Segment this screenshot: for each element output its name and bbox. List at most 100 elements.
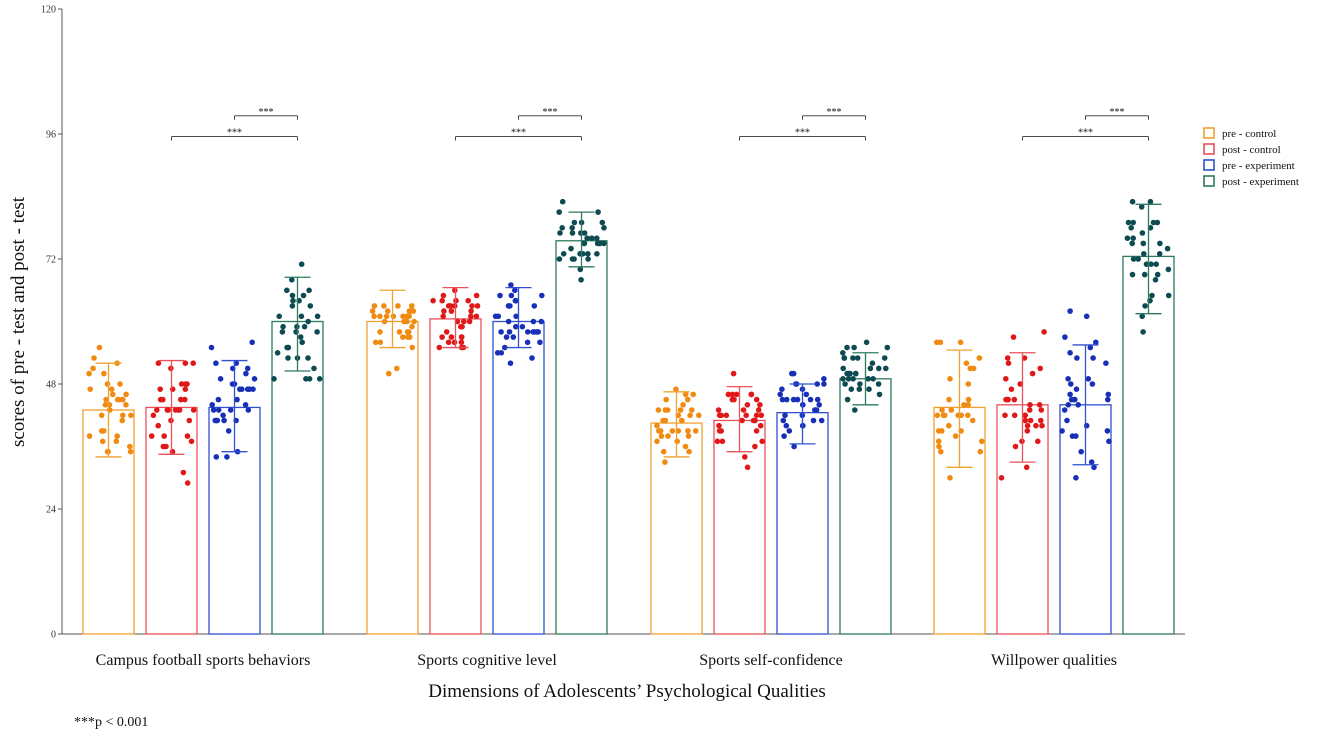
data-point bbox=[1011, 396, 1018, 403]
bar bbox=[555, 240, 608, 635]
data-point bbox=[685, 428, 691, 434]
data-point bbox=[963, 360, 970, 367]
data-point bbox=[506, 329, 513, 335]
data-point bbox=[381, 303, 387, 309]
data-point bbox=[1156, 251, 1163, 257]
data-point bbox=[155, 422, 161, 429]
data-point bbox=[297, 334, 304, 340]
data-point bbox=[473, 292, 480, 299]
data-point bbox=[696, 412, 702, 419]
data-point bbox=[86, 370, 92, 377]
data-point bbox=[225, 428, 232, 434]
data-point bbox=[569, 230, 576, 236]
data-point bbox=[276, 313, 283, 320]
data-point bbox=[865, 376, 871, 382]
data-point bbox=[692, 428, 699, 434]
data-point bbox=[458, 339, 465, 346]
data-point bbox=[748, 391, 755, 398]
data-point bbox=[840, 365, 846, 372]
data-point bbox=[786, 428, 793, 434]
data-point bbox=[114, 433, 120, 439]
data-point bbox=[300, 292, 307, 299]
data-point bbox=[113, 438, 120, 445]
data-point bbox=[381, 318, 388, 325]
data-point bbox=[178, 396, 184, 403]
data-point bbox=[289, 292, 296, 299]
data-point bbox=[863, 339, 870, 346]
data-point bbox=[505, 318, 512, 325]
data-point bbox=[729, 391, 736, 398]
data-point bbox=[742, 454, 748, 460]
data-point bbox=[1087, 344, 1094, 351]
significance-label: *** bbox=[795, 128, 810, 139]
data-point bbox=[790, 396, 797, 403]
data-point bbox=[876, 365, 882, 372]
data-point bbox=[186, 417, 193, 424]
data-point bbox=[780, 417, 787, 424]
data-point bbox=[1165, 292, 1172, 299]
data-point bbox=[733, 391, 740, 398]
data-point bbox=[1008, 386, 1015, 393]
data-point bbox=[531, 303, 538, 309]
data-point bbox=[371, 313, 377, 320]
data-point bbox=[870, 376, 876, 382]
data-point bbox=[686, 448, 692, 455]
data-point bbox=[589, 235, 595, 241]
data-point bbox=[1005, 360, 1012, 367]
y-axis-title: scores of pre - test and post - test bbox=[8, 196, 29, 447]
data-point bbox=[445, 303, 452, 309]
data-point bbox=[214, 417, 221, 424]
data-point bbox=[1154, 219, 1161, 226]
data-point bbox=[102, 402, 109, 408]
data-point bbox=[965, 412, 971, 419]
data-point bbox=[154, 407, 160, 413]
data-point bbox=[952, 433, 959, 439]
data-point bbox=[305, 318, 312, 325]
data-point bbox=[98, 428, 105, 434]
data-point bbox=[845, 376, 852, 382]
data-point bbox=[1065, 402, 1072, 408]
data-point bbox=[1075, 402, 1081, 408]
bar bbox=[839, 378, 892, 635]
data-point bbox=[794, 396, 801, 403]
data-point bbox=[753, 428, 760, 434]
data-point bbox=[757, 422, 764, 429]
data-point bbox=[180, 469, 187, 476]
data-point bbox=[531, 329, 538, 335]
data-point bbox=[977, 448, 984, 455]
data-point bbox=[215, 396, 222, 403]
category-label: Sports self-confidence bbox=[699, 652, 843, 669]
data-point bbox=[685, 433, 692, 439]
data-point bbox=[498, 350, 505, 356]
data-point bbox=[946, 396, 952, 403]
data-point bbox=[441, 308, 447, 314]
data-point bbox=[559, 225, 565, 231]
data-point bbox=[557, 230, 563, 236]
data-point bbox=[103, 396, 109, 403]
data-point bbox=[1106, 438, 1112, 445]
data-point bbox=[1138, 204, 1145, 210]
data-point bbox=[753, 412, 760, 419]
legend-swatch bbox=[1203, 127, 1215, 139]
data-point bbox=[850, 376, 856, 382]
data-point bbox=[753, 396, 760, 403]
data-point bbox=[1010, 334, 1017, 340]
data-point bbox=[961, 402, 967, 408]
data-point bbox=[468, 308, 474, 314]
data-point bbox=[525, 329, 531, 335]
data-point bbox=[714, 438, 721, 445]
data-point bbox=[1103, 360, 1109, 367]
data-point bbox=[301, 323, 308, 330]
data-point bbox=[682, 443, 689, 450]
data-point bbox=[965, 396, 972, 403]
data-point bbox=[663, 396, 669, 403]
data-point bbox=[123, 402, 129, 408]
data-point bbox=[1005, 396, 1011, 403]
data-point bbox=[377, 339, 384, 346]
data-point bbox=[436, 344, 443, 351]
data-point bbox=[1038, 407, 1045, 413]
data-point bbox=[377, 329, 383, 335]
significance-label: *** bbox=[1078, 128, 1093, 139]
data-point bbox=[1061, 407, 1068, 413]
axis-labels: scores of pre - test and post - test Dim… bbox=[8, 196, 1117, 702]
